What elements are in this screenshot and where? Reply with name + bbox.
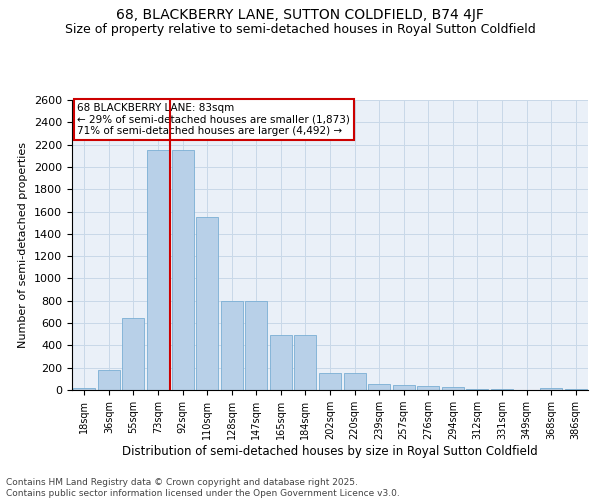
Bar (295, 336, 316, 390)
Bar (245, 301, 268, 390)
Bar (122, 318, 145, 390)
Bar (98, 370, 120, 390)
Bar (221, 301, 243, 390)
Bar (368, 384, 390, 390)
Bar (466, 389, 488, 390)
Bar (147, 150, 169, 390)
X-axis label: Distribution of semi-detached houses by size in Royal Sutton Coldfield: Distribution of semi-detached houses by … (122, 445, 538, 458)
Bar (319, 372, 341, 390)
Y-axis label: Number of semi-detached properties: Number of semi-detached properties (19, 142, 28, 348)
Bar (344, 372, 365, 390)
Bar (417, 386, 439, 390)
Bar (392, 385, 415, 390)
Bar (172, 150, 194, 390)
Text: 68, BLACKBERRY LANE, SUTTON COLDFIELD, B74 4JF: 68, BLACKBERRY LANE, SUTTON COLDFIELD, B… (116, 8, 484, 22)
Text: Contains HM Land Registry data © Crown copyright and database right 2025.
Contai: Contains HM Land Registry data © Crown c… (6, 478, 400, 498)
Bar (73, 388, 95, 390)
Bar (540, 388, 562, 390)
Text: Size of property relative to semi-detached houses in Royal Sutton Coldfield: Size of property relative to semi-detach… (65, 22, 535, 36)
Bar (442, 387, 464, 390)
Text: 68 BLACKBERRY LANE: 83sqm
← 29% of semi-detached houses are smaller (1,873)
71% : 68 BLACKBERRY LANE: 83sqm ← 29% of semi-… (77, 103, 350, 136)
Bar (270, 336, 292, 390)
Bar (196, 217, 218, 390)
